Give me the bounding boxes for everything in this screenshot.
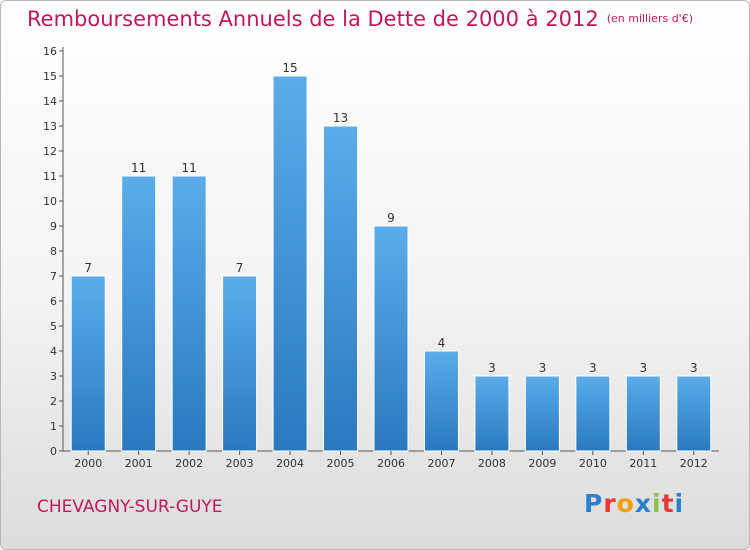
unit-note: (en milliers d'€): [606, 12, 693, 25]
bar-2003: [222, 275, 258, 452]
y-tick-label: 8: [50, 245, 57, 258]
x-tick-label: 2008: [478, 457, 506, 470]
bar-2008: [474, 375, 510, 452]
bar-2009: [524, 375, 560, 452]
chart-title-text: Remboursements Annuels de la Dette de 20…: [27, 7, 599, 31]
bar-2001: [121, 175, 157, 452]
bar-value-label: 3: [589, 361, 597, 375]
y-tick-label: 2: [50, 395, 57, 408]
x-tick-label: 2002: [175, 457, 203, 470]
bar-value-label: 11: [131, 161, 146, 175]
x-tick-label: 2009: [528, 457, 556, 470]
x-tick-label: 2005: [327, 457, 355, 470]
bar-2005: [323, 125, 359, 452]
bar-value-label: 7: [236, 261, 244, 275]
y-tick-label: 12: [43, 145, 57, 158]
bar-2000: [70, 275, 106, 452]
y-tick-label: 0: [50, 445, 57, 458]
bar-value-label: 4: [438, 336, 446, 350]
bar-value-label: 3: [639, 361, 647, 375]
bar-value-label: 9: [387, 211, 395, 225]
x-tick-label: 2011: [629, 457, 657, 470]
bar-2002: [171, 175, 207, 452]
x-tick-label: 2001: [125, 457, 153, 470]
bar-value-label: 11: [182, 161, 197, 175]
bar-2010: [575, 375, 611, 452]
bar-value-label: 3: [690, 361, 698, 375]
bar-2012: [676, 375, 712, 452]
bar-2006: [373, 225, 409, 452]
x-tick-label: 2012: [680, 457, 708, 470]
y-tick-label: 5: [50, 320, 57, 333]
bar-value-label: 7: [84, 261, 92, 275]
x-tick-label: 2007: [427, 457, 455, 470]
x-tick-label: 2006: [377, 457, 405, 470]
y-tick-label: 10: [43, 195, 57, 208]
y-tick-label: 6: [50, 295, 57, 308]
y-tick-label: 1: [50, 420, 57, 433]
city-name: CHEVAGNY-SUR-GUYE: [37, 497, 223, 517]
chart-title: Remboursements Annuels de la Dette de 20…: [27, 7, 693, 31]
x-tick-label: 2004: [276, 457, 304, 470]
y-tick-label: 15: [43, 70, 57, 83]
bar-value-label: 3: [488, 361, 496, 375]
bar-2011: [625, 375, 661, 452]
bar-value-label: 13: [333, 111, 348, 125]
bar-value-label: 3: [539, 361, 547, 375]
y-tick-label: 3: [50, 370, 57, 383]
x-tick-label: 2003: [226, 457, 254, 470]
y-tick-label: 14: [43, 95, 57, 108]
proxiti-logo: Proxiti: [584, 489, 685, 518]
bar-2004: [272, 75, 308, 452]
y-tick-label: 16: [43, 45, 57, 58]
y-tick-label: 13: [43, 120, 57, 133]
bar-value-label: 15: [282, 61, 297, 75]
y-tick-label: 4: [50, 345, 57, 358]
y-tick-label: 11: [43, 170, 57, 183]
y-tick-label: 9: [50, 220, 57, 233]
y-tick-label: 7: [50, 270, 57, 283]
x-tick-label: 2010: [579, 457, 607, 470]
bar-2007: [423, 350, 459, 452]
x-tick-label: 2000: [74, 457, 102, 470]
